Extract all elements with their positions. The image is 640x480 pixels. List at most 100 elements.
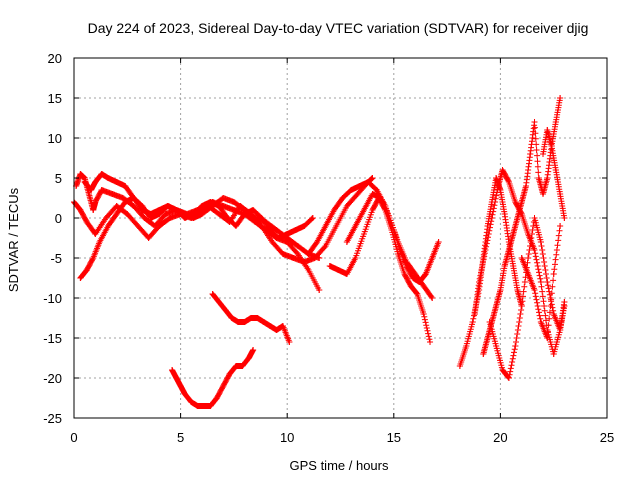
data-point — [83, 267, 90, 273]
data-point — [122, 183, 129, 189]
series-arc-e — [169, 347, 257, 409]
data-point — [145, 235, 152, 241]
x-tick-label: 20 — [493, 430, 507, 445]
data-point — [427, 339, 434, 345]
data-point — [124, 211, 131, 217]
data-point — [414, 291, 421, 297]
plot-frame — [73, 57, 608, 419]
data-point — [286, 339, 293, 345]
data-point — [531, 247, 538, 253]
data-point — [493, 303, 500, 309]
data-point — [92, 179, 99, 185]
data-point — [279, 251, 286, 257]
data-point — [501, 211, 508, 217]
data-point — [254, 315, 261, 321]
data-point — [305, 251, 312, 257]
data-point — [339, 195, 346, 201]
data-point — [505, 179, 512, 185]
data-point — [194, 403, 201, 409]
data-point — [352, 255, 359, 261]
y-tick-label: -20 — [43, 371, 62, 386]
data-point — [198, 211, 205, 217]
data-point — [525, 255, 532, 261]
data-point — [420, 283, 427, 289]
data-point — [495, 183, 502, 189]
data-point — [514, 287, 521, 293]
data-point — [294, 251, 301, 257]
data-point — [557, 223, 564, 229]
data-point — [369, 207, 376, 213]
data-point — [83, 219, 90, 225]
data-point — [134, 223, 141, 229]
data-point — [456, 363, 463, 369]
data-point — [213, 395, 220, 401]
data-point — [360, 231, 367, 237]
data-point — [92, 199, 99, 205]
data-point — [422, 271, 429, 277]
data-point — [239, 363, 246, 369]
y-tick-label: 15 — [48, 91, 62, 106]
data-point — [245, 355, 252, 361]
data-point — [166, 215, 173, 221]
data-point — [482, 247, 489, 253]
data-point — [331, 207, 338, 213]
data-point — [525, 271, 532, 277]
x-axis-ticks: 0 5 10 15 20 25 — [70, 58, 614, 445]
data-point — [220, 383, 227, 389]
data-point — [510, 263, 517, 269]
data-point — [469, 319, 476, 325]
y-tick-label: -5 — [50, 251, 62, 266]
data-point — [505, 247, 512, 253]
data-point — [510, 231, 517, 237]
data-point — [267, 323, 274, 329]
data-point — [181, 211, 188, 217]
data-point — [96, 239, 103, 245]
data-point — [407, 283, 414, 289]
y-tick-label: -25 — [43, 411, 62, 426]
data-point — [156, 207, 163, 213]
x-tick-label: 25 — [600, 430, 614, 445]
data-point — [531, 119, 538, 125]
x-tick-label: 10 — [280, 430, 294, 445]
series-arc-i — [343, 191, 436, 301]
data-point — [224, 215, 231, 221]
data-point — [557, 191, 564, 197]
y-tick-label: -10 — [43, 291, 62, 306]
data-point — [544, 335, 551, 341]
y-tick-label: 20 — [48, 51, 62, 66]
data-point — [241, 319, 248, 325]
data-point — [152, 223, 159, 229]
data-point — [484, 335, 491, 341]
data-point — [273, 227, 280, 233]
data-point — [550, 351, 557, 357]
data-point — [550, 271, 557, 277]
data-point — [105, 175, 112, 181]
data-point — [252, 215, 259, 221]
data-point — [190, 215, 197, 221]
series-arc-m — [486, 215, 568, 381]
data-point — [275, 235, 282, 241]
data-point — [486, 319, 493, 325]
data-point — [499, 167, 506, 173]
data-point — [544, 175, 551, 181]
data-point — [316, 255, 323, 261]
y-tick-label: 5 — [55, 171, 62, 186]
data-point — [537, 319, 544, 325]
data-point — [499, 367, 506, 373]
data-point — [314, 239, 321, 245]
data-point — [198, 203, 205, 209]
data-point — [561, 215, 568, 221]
data-point — [98, 171, 105, 177]
data-point — [113, 179, 120, 185]
data-point — [113, 211, 120, 217]
data-point — [207, 403, 214, 409]
data-point — [514, 215, 521, 221]
data-point — [120, 195, 127, 201]
data-point — [412, 271, 419, 277]
data-point — [497, 287, 504, 293]
data-point — [90, 207, 97, 213]
data-point — [535, 175, 542, 181]
data-point — [435, 239, 442, 245]
data-point — [215, 299, 222, 305]
data-point — [130, 195, 137, 201]
